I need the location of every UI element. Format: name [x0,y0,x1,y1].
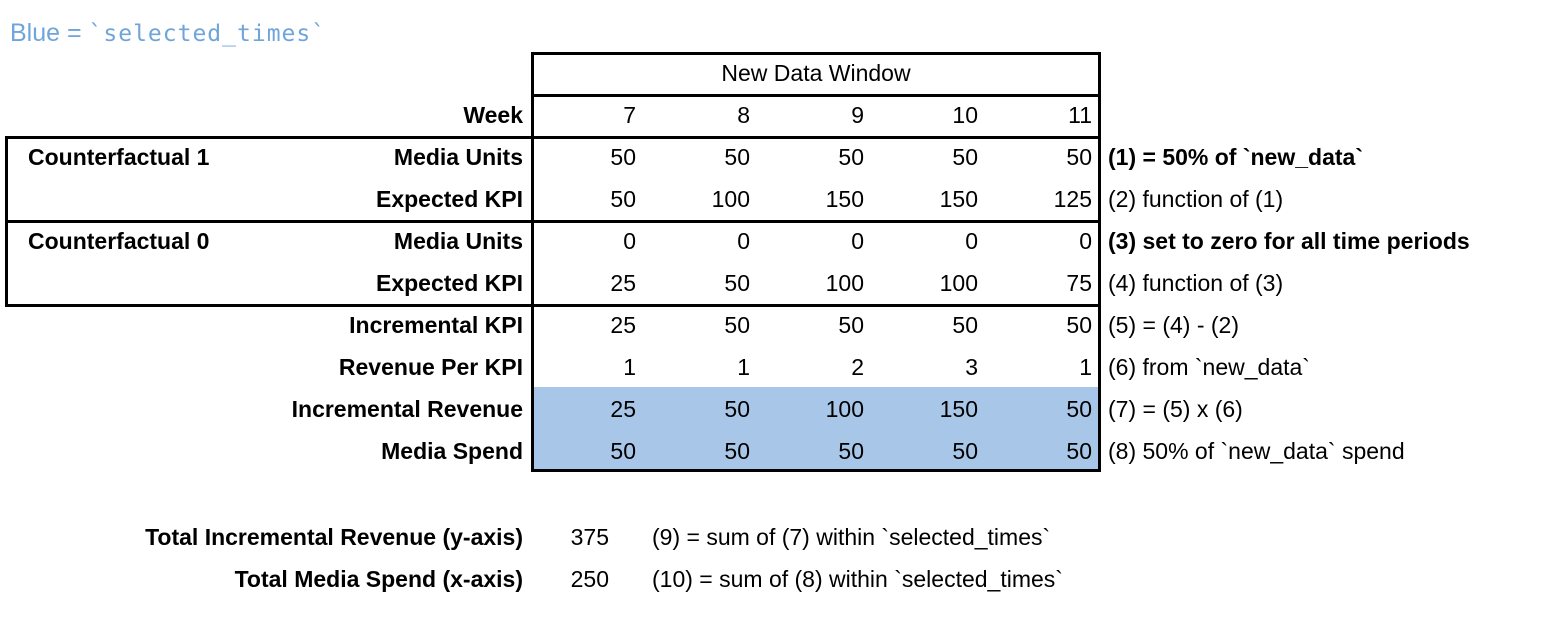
table-cell: 50 [1066,396,1092,422]
row-label: Expected KPI [376,270,523,296]
table-cell: 150 [825,186,864,212]
counterfactual-0-label: Counterfactual 0 [28,228,210,254]
row-annotation: (8) 50% of `new_data` spend [1108,438,1405,464]
row-annotation: (4) function of (3) [1108,270,1284,296]
row-annotation: (5) = (4) - (2) [1108,312,1239,338]
table-row: 1 1 2 3 1 [531,346,1101,388]
row-label: Expected KPI [376,186,523,212]
table-cell: 50 [724,438,750,464]
table-cell: 50 [724,144,750,170]
table-cell: 50 [952,312,978,338]
table-cell: 25 [610,396,636,422]
table-cell: 0 [851,228,864,254]
row-label: Media Spend [381,438,523,464]
week-number: 8 [737,102,750,128]
table-border [1098,52,1101,472]
table-cell: 50 [838,144,864,170]
table-border [531,469,1101,472]
total-media-spend-value: 250 [570,566,609,592]
table-row: 25 50 100 100 75 [531,262,1101,304]
table-cell: 50 [610,186,636,212]
table-cell: 0 [965,228,978,254]
row-annotation: (3) set to zero for all time periods [1108,228,1470,254]
table-cell: 0 [623,228,636,254]
table-cell: 25 [610,270,636,296]
table-cell: 50 [610,438,636,464]
row-annotation: (7) = (5) x (6) [1108,396,1243,422]
table-cell: 50 [724,270,750,296]
table-border [5,136,1101,139]
total-incremental-revenue-label: Total Incremental Revenue (y-axis) [145,524,523,550]
table-cell: 50 [610,144,636,170]
table-border [531,94,1101,97]
table-cell: 125 [1053,186,1092,212]
table-row: 0 0 0 0 0 [531,220,1101,262]
week-number: 9 [851,102,864,128]
row-label: Incremental Revenue [291,396,523,422]
table-row-highlighted: 50 50 50 50 50 [531,430,1101,472]
week-number: 10 [952,102,978,128]
table-row-highlighted: 25 50 100 150 50 [531,388,1101,430]
counterfactual-1-label: Counterfactual 1 [28,144,210,170]
page-title: Blue = `selected_times` [10,16,326,50]
row-label: Incremental KPI [349,312,523,338]
table-row: 50 100 150 150 125 [531,178,1101,220]
table-cell: 50 [838,438,864,464]
selected-times-highlight [534,387,1098,469]
table-cell: 0 [737,228,750,254]
table-cell: 100 [825,396,864,422]
table-cell: 150 [939,186,978,212]
table-cell: 50 [952,438,978,464]
table-cell: 2 [851,354,864,380]
table-cell: 0 [1079,228,1092,254]
table-cell: 25 [610,312,636,338]
table-cell: 75 [1066,270,1092,296]
row-label: Revenue Per KPI [338,354,523,380]
table-border [531,52,1101,55]
row-annotation: (1) = 50% of `new_data` [1108,144,1363,170]
table-cell: 50 [1066,438,1092,464]
table-border [5,304,1101,307]
table-cell: 100 [711,186,750,212]
week-row-label: Week [463,102,523,128]
total-incremental-revenue-value: 375 [570,524,609,550]
table-row: 25 50 50 50 50 [531,304,1101,346]
table-cell: 1 [737,354,750,380]
table-header-new-data-window: New Data Window [721,60,911,86]
week-number: 11 [1068,102,1092,128]
table-cell: 3 [965,354,978,380]
table-cell: 150 [939,396,978,422]
title-prefix: Blue = [10,19,89,47]
row-label: Media Units [393,228,523,254]
row-annotation: (6) from `new_data` [1108,354,1310,380]
week-number-row: 7 8 9 10 11 [531,94,1101,136]
week-number: 7 [623,102,636,128]
table-cell: 50 [724,312,750,338]
table-row: 50 50 50 50 50 [531,136,1101,178]
table-cell: 100 [825,270,864,296]
total-annotation: (10) = sum of (8) within `selected_times… [652,566,1063,592]
title-code: `selected_times` [88,21,327,47]
table-cell: 50 [838,312,864,338]
table-cell: 1 [623,354,636,380]
table-cell: 1 [1079,354,1092,380]
table-cell: 50 [1066,312,1092,338]
table-border [5,220,1101,223]
table-cell: 100 [939,270,978,296]
table-cell: 50 [1066,144,1092,170]
row-annotation: (2) function of (1) [1108,186,1284,212]
table-cell: 50 [724,396,750,422]
total-media-spend-label: Total Media Spend (x-axis) [234,566,523,592]
table-border [5,136,8,307]
table-cell: 50 [952,144,978,170]
total-annotation: (9) = sum of (7) within `selected_times` [652,524,1051,550]
table-border [531,52,534,472]
row-label: Media Units [393,144,523,170]
